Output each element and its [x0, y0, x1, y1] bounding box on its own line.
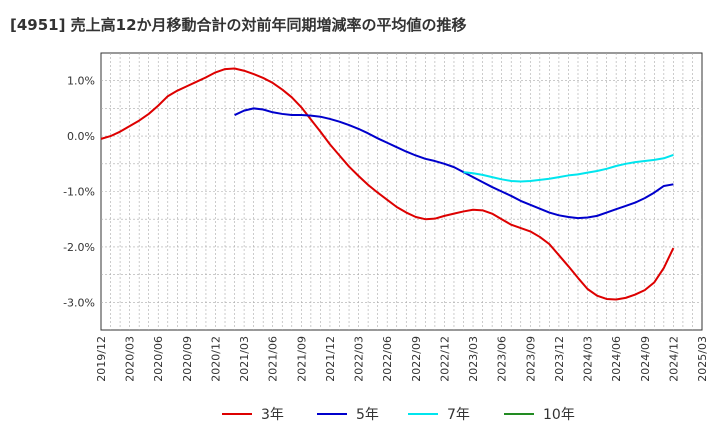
chart-title: [4951] 売上高12か月移動合計の対前年同期増減率の平均値の推移 [10, 16, 467, 34]
x-tick-label: 2023/03 [467, 336, 480, 382]
legend-label-7年: 7年 [447, 407, 470, 423]
x-tick-label: 2020/06 [152, 336, 165, 382]
axes: 1.0% 0.0% -1.0% -2.0% -3.0% 2019/12 2020/03 202… [63, 75, 709, 382]
x-tick-label: 2022/12 [438, 336, 451, 382]
x-tick-label: 2020/12 [209, 336, 222, 382]
x-tick-label: 2023/06 [496, 336, 509, 382]
x-tick-label: 2023/12 [553, 336, 566, 382]
series-line-3年 [100, 67, 675, 301]
y-tick-label: 0.0% [67, 130, 95, 143]
legend-label-10年: 10年 [543, 407, 575, 423]
x-tick-label: 2022/03 [353, 336, 366, 382]
x-tick-label: 2022/09 [410, 336, 423, 382]
grid [100, 52, 703, 331]
x-tick-label: 2025/03 [696, 336, 709, 382]
x-tick-label: 2019/12 [95, 336, 108, 382]
series-line-7年 [463, 153, 674, 183]
x-tick-label: 2024/06 [610, 336, 623, 382]
x-tick-label: 2024/12 [667, 336, 680, 382]
x-tick-label: 2024/03 [582, 336, 595, 382]
x-tick-label: 2023/09 [524, 336, 537, 382]
legend-label-5年: 5年 [356, 407, 379, 423]
y-tick-label: 1.0% [67, 75, 95, 88]
x-tick-label: 2020/03 [124, 336, 137, 382]
y-tick-label: -3.0% [63, 296, 95, 309]
legend: 3年 5年 7年 10年 [222, 407, 575, 423]
legend-label-3年: 3年 [261, 407, 284, 423]
series-lines [100, 67, 675, 301]
x-tick-label: 2024/09 [639, 336, 652, 382]
x-tick-label: 2021/09 [295, 336, 308, 382]
x-tick-label: 2021/03 [238, 336, 251, 382]
x-tick-label: 2022/06 [381, 336, 394, 382]
y-tick-label: -2.0% [63, 241, 95, 254]
y-tick-label: -1.0% [63, 186, 95, 199]
series-line-5年 [234, 107, 674, 220]
x-tick-label: 2021/12 [324, 336, 337, 382]
x-tick-label: 2021/06 [267, 336, 280, 382]
x-tick-label: 2020/09 [181, 336, 194, 382]
